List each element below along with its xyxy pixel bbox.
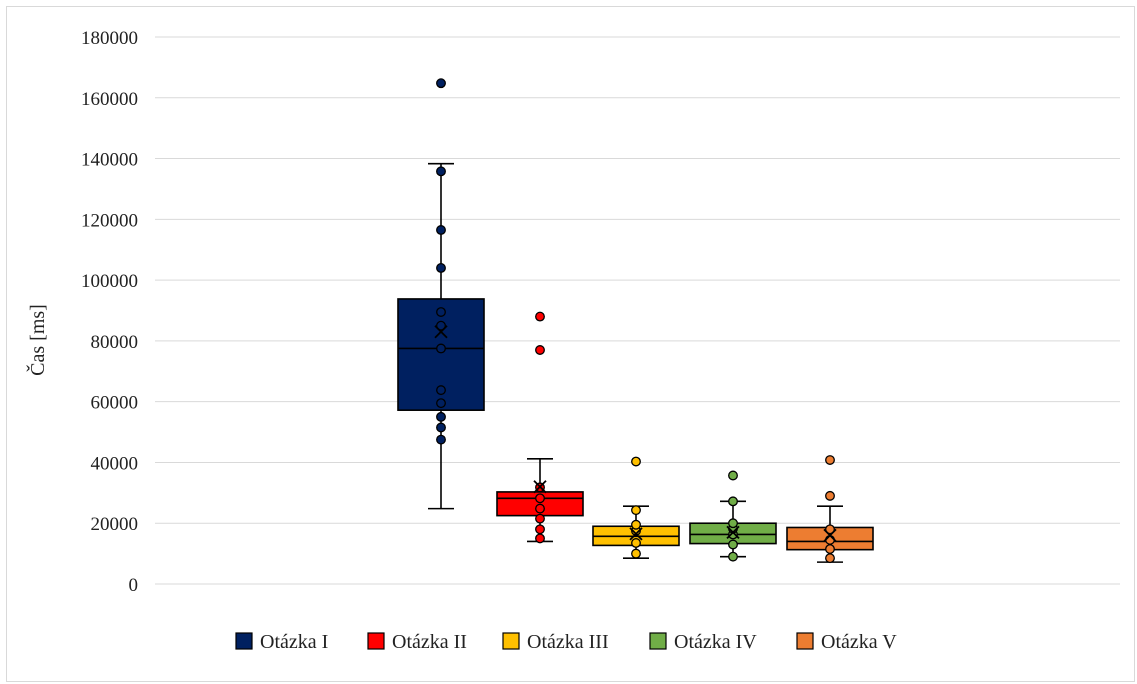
data-point [728,518,738,529]
data-point [436,411,446,422]
data-point [535,493,545,504]
y-tick-label: 40000 [91,453,139,474]
mean-marker [823,528,837,543]
data-point [631,519,641,530]
data-point [436,263,446,273]
legend-item: Otázka IV [649,631,757,653]
legend-swatch [649,632,667,650]
data-point [825,524,835,535]
legend-label: Otázka II [392,631,467,653]
data-point [535,345,545,355]
data-point [535,503,545,514]
data-point [535,311,545,322]
data-point [631,505,641,516]
data-point [825,544,835,555]
legend-swatch [367,632,385,650]
data-point [436,78,446,89]
data-point [728,551,738,562]
y-axis: 0 20000 40000 60000 80000 100000 120000 140000 1… [81,28,138,596]
legend-label: Otázka IV [674,631,757,653]
mean-marker [726,525,740,539]
data-point [728,539,738,550]
data-point [436,385,446,396]
legend-label: Otázka III [527,631,609,653]
legend: Otázka I Otázka II Otázka III Otázka IV Otáz… [235,631,897,653]
data-point [728,470,738,481]
data-point [728,496,738,507]
legend-swatch [235,632,253,650]
legend-item: Otázka III [502,631,609,653]
chart-frame [6,6,1135,682]
mean-marker [533,480,547,494]
y-tick-label: 20000 [91,514,139,535]
y-tick-label: 80000 [91,332,139,353]
data-point [436,320,446,331]
data-point [825,534,835,545]
box-group [397,78,485,510]
data-point [436,343,446,354]
data-point [631,456,641,467]
box-group [786,455,874,564]
data-point [631,538,641,548]
box-group [496,311,584,544]
data-point [535,513,545,524]
box-series [397,78,874,564]
gridlines [155,36,1120,585]
y-axis-label: Čas [ms] [25,304,49,376]
data-point [825,553,835,564]
legend-item: Otázka II [367,631,467,653]
data-point [535,533,545,544]
legend-label: Otázka V [821,631,897,653]
legend-item: Otázka V [796,631,897,653]
y-tick-label: 0 [129,575,139,596]
data-point [436,307,446,317]
box-group [592,456,680,559]
legend-item: Otázka I [235,631,328,653]
legend-swatch [796,632,814,650]
y-tick-label: 120000 [81,210,138,231]
mean-marker [434,325,448,339]
legend-swatch [502,632,520,650]
data-point [436,225,446,235]
data-point [535,524,545,535]
data-point [436,422,446,433]
y-tick-label: 160000 [81,89,138,110]
y-tick-label: 100000 [81,271,138,292]
y-tick-label: 140000 [81,150,138,171]
y-tick-label: 60000 [91,393,139,414]
data-point [436,398,446,409]
box-group [689,470,777,562]
data-point [825,490,835,501]
data-point [436,434,446,445]
legend-label: Otázka I [260,631,328,653]
data-point [631,548,641,559]
data-point [436,166,446,177]
y-tick-label: 180000 [81,28,138,49]
mean-marker [629,527,643,541]
data-point [825,455,835,465]
